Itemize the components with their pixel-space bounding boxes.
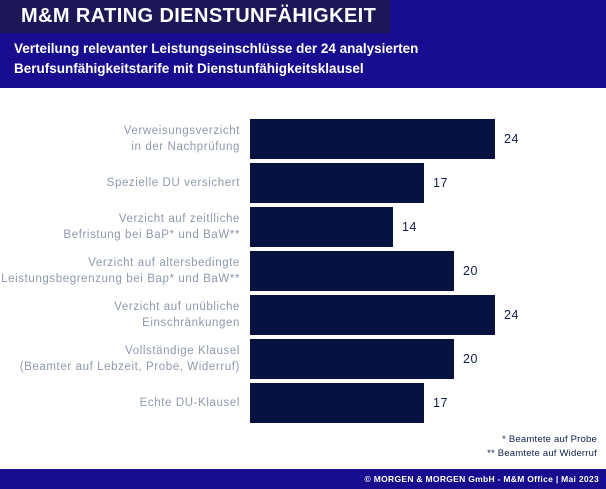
chart-row: Verweisungsverzicht in der Nachprüfung 24	[0, 117, 606, 161]
footer-bar: © MORGEN & MORGEN GmbH - M&M Office | Ma…	[0, 469, 606, 489]
chart-row: Verzicht auf altersbedingte Leistungsbegr…	[0, 249, 606, 293]
bar-track: 17	[250, 161, 606, 205]
bar	[250, 339, 454, 379]
bar-value-label: 17	[433, 176, 448, 190]
chart-row: Echte DU-Klausel 17	[0, 381, 606, 425]
chart-rows: Verweisungsverzicht in der Nachprüfung 24 S…	[0, 117, 606, 425]
footnote-widerruf: ** Beamtete auf Widerruf	[487, 448, 597, 459]
bar-track: 24	[250, 117, 606, 161]
copyright-credit: © MORGEN & MORGEN GmbH - M&M Office | Ma…	[364, 474, 599, 484]
footnotes: * Beamtete auf Probe ** Beamtete auf Wid…	[487, 433, 597, 461]
bar-value-label: 14	[402, 220, 417, 234]
bar-track: 14	[250, 205, 606, 249]
bar	[250, 119, 495, 159]
title-bar: M&M RATING DIENSTUNFÄHIGKEIT	[0, 0, 390, 33]
bar	[250, 295, 495, 335]
category-label: Verzicht auf zeitlliche Befristung bei Ba…	[63, 213, 240, 241]
subtitle-line-2: Berufsunfähigkeitstarife mit Dienstunfäh…	[14, 61, 364, 76]
chart-row: Verzicht auf unübliche Einschränkungen 24	[0, 293, 606, 337]
bar	[250, 383, 424, 423]
bar-track: 20	[250, 337, 606, 381]
chart-subtitle: Verteilung relevanter Leistungseinschlüs…	[14, 39, 418, 79]
bar-track: 24	[250, 293, 606, 337]
chart-row: Spezielle DU versichert 17	[0, 161, 606, 205]
category-label: Vollständige Klausel (Beamter auf Lebzeit…	[19, 345, 240, 373]
header: M&M RATING DIENSTUNFÄHIGKEIT Verteilung …	[0, 0, 606, 88]
bar	[250, 207, 393, 247]
bar-track: 20	[250, 249, 606, 293]
category-label: Verzicht auf altersbedingte Leistungsbegr…	[1, 257, 240, 285]
category-label: Spezielle DU versichert	[106, 177, 240, 189]
chart-row: Vollständige Klausel (Beamter auf Lebzeit…	[0, 337, 606, 381]
category-label: Verweisungsverzicht in der Nachprüfung	[123, 125, 240, 153]
bar-value-label: 20	[463, 264, 478, 278]
bar-track: 17	[250, 381, 606, 425]
bar	[250, 251, 454, 291]
bar-value-label: 24	[504, 132, 519, 146]
subtitle-line-1: Verteilung relevanter Leistungseinschlüs…	[14, 41, 419, 56]
page-title: M&M RATING DIENSTUNFÄHIGKEIT	[21, 5, 377, 27]
chart-row: Verzicht auf zeitlliche Befristung bei Ba…	[0, 205, 606, 249]
footnote-probe: * Beamtete auf Probe	[502, 434, 597, 445]
category-label: Verzicht auf unübliche Einschränkungen	[114, 301, 240, 329]
bar-value-label: 17	[433, 396, 448, 410]
bar-chart: Verweisungsverzicht in der Nachprüfung 24 S…	[0, 88, 606, 469]
bar-value-label: 20	[463, 352, 478, 366]
bar	[250, 163, 424, 203]
bar-value-label: 24	[504, 308, 519, 322]
category-label: Echte DU-Klausel	[139, 397, 240, 409]
